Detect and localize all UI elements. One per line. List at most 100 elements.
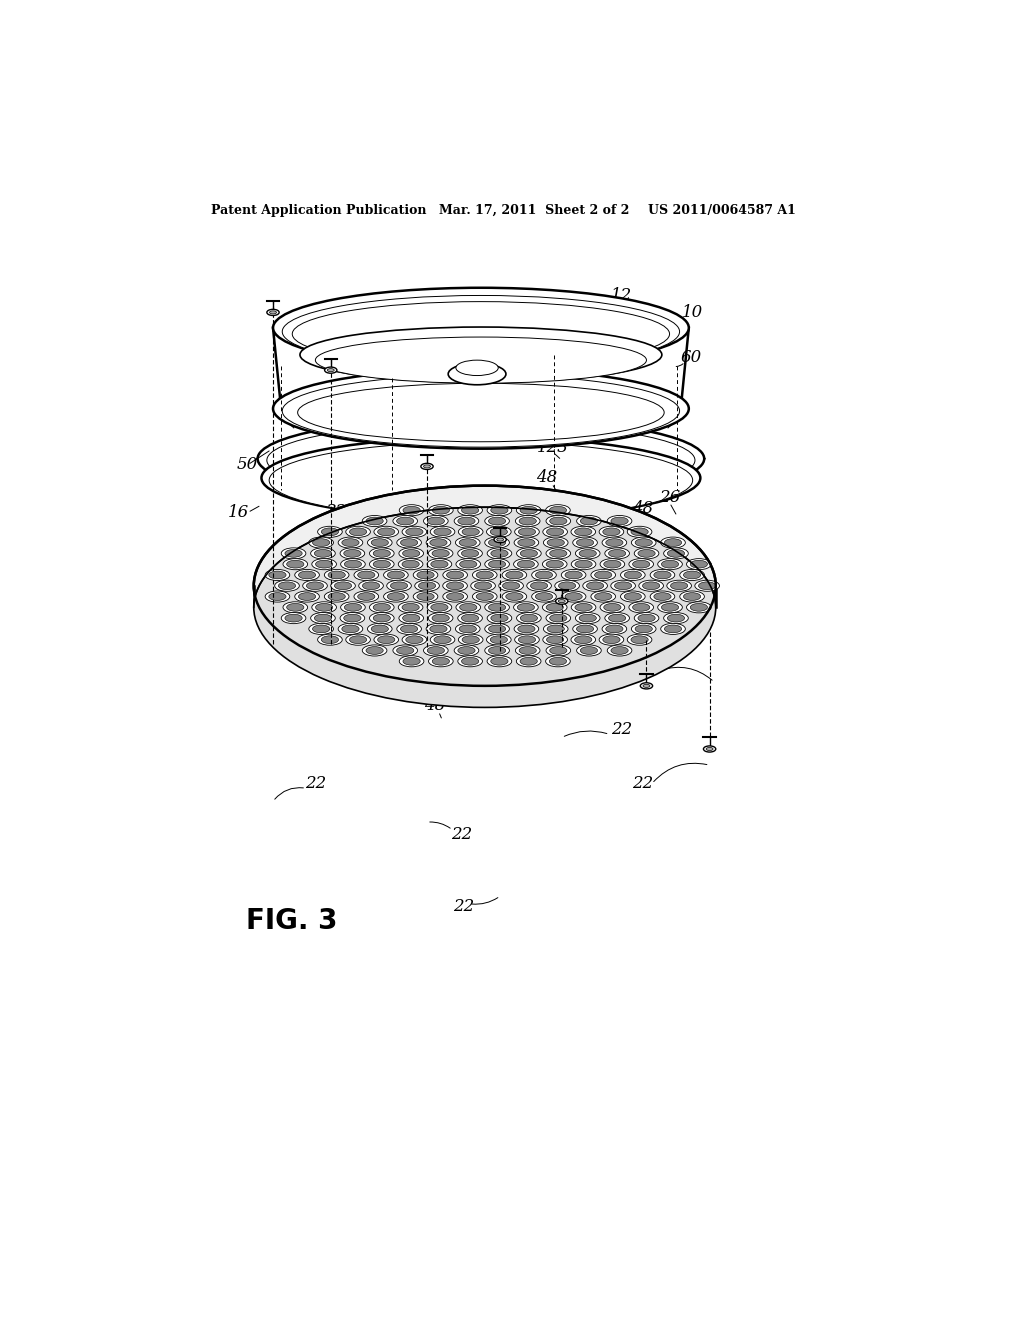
Ellipse shape — [314, 614, 332, 622]
Ellipse shape — [354, 591, 379, 602]
Text: 48: 48 — [536, 470, 557, 487]
Ellipse shape — [577, 516, 601, 527]
Ellipse shape — [503, 582, 520, 590]
Ellipse shape — [494, 536, 506, 543]
Ellipse shape — [398, 558, 423, 570]
Ellipse shape — [488, 626, 506, 632]
Ellipse shape — [325, 591, 349, 602]
Ellipse shape — [311, 602, 337, 612]
Ellipse shape — [456, 537, 480, 548]
Ellipse shape — [587, 582, 604, 590]
Ellipse shape — [400, 539, 418, 546]
Ellipse shape — [547, 528, 564, 536]
Ellipse shape — [373, 549, 390, 557]
Ellipse shape — [488, 539, 506, 546]
Ellipse shape — [614, 582, 632, 590]
Ellipse shape — [310, 548, 335, 558]
Ellipse shape — [384, 569, 409, 581]
Ellipse shape — [591, 569, 615, 581]
Text: 12: 12 — [611, 286, 633, 304]
Text: 48: 48 — [424, 697, 445, 714]
Ellipse shape — [575, 548, 600, 558]
Ellipse shape — [605, 548, 630, 558]
Ellipse shape — [370, 602, 394, 612]
Ellipse shape — [254, 486, 716, 686]
Ellipse shape — [600, 558, 625, 570]
Ellipse shape — [547, 626, 564, 632]
Ellipse shape — [427, 558, 452, 570]
Ellipse shape — [424, 645, 449, 656]
Ellipse shape — [434, 528, 452, 536]
Ellipse shape — [571, 602, 596, 612]
Ellipse shape — [428, 504, 454, 516]
Ellipse shape — [543, 602, 567, 612]
Text: FIG. 3: FIG. 3 — [246, 907, 338, 935]
Ellipse shape — [446, 572, 464, 579]
Ellipse shape — [344, 614, 361, 622]
Ellipse shape — [610, 581, 636, 591]
Ellipse shape — [660, 537, 685, 548]
Ellipse shape — [574, 636, 592, 644]
Ellipse shape — [328, 368, 334, 372]
Ellipse shape — [611, 517, 628, 525]
Ellipse shape — [490, 657, 508, 665]
Ellipse shape — [370, 558, 394, 570]
Ellipse shape — [608, 614, 626, 622]
Ellipse shape — [371, 626, 388, 632]
Ellipse shape — [536, 572, 553, 579]
Ellipse shape — [490, 614, 508, 622]
Ellipse shape — [446, 582, 464, 590]
Ellipse shape — [671, 582, 688, 590]
Ellipse shape — [393, 645, 418, 656]
Ellipse shape — [417, 572, 434, 579]
Ellipse shape — [486, 634, 511, 645]
Ellipse shape — [400, 626, 418, 632]
Ellipse shape — [432, 549, 450, 557]
Ellipse shape — [399, 612, 424, 623]
Ellipse shape — [695, 581, 720, 591]
Ellipse shape — [426, 537, 451, 548]
Text: 50: 50 — [237, 457, 258, 474]
Ellipse shape — [283, 375, 680, 447]
Ellipse shape — [484, 645, 509, 656]
Ellipse shape — [518, 528, 536, 536]
Ellipse shape — [520, 549, 538, 557]
Ellipse shape — [686, 558, 712, 570]
Ellipse shape — [459, 539, 476, 546]
Text: 26: 26 — [658, 488, 680, 506]
Ellipse shape — [634, 612, 658, 623]
Ellipse shape — [638, 549, 655, 557]
Ellipse shape — [430, 539, 447, 546]
Ellipse shape — [484, 516, 509, 527]
Ellipse shape — [415, 581, 439, 591]
Ellipse shape — [476, 593, 494, 601]
Text: 50: 50 — [420, 418, 441, 434]
Ellipse shape — [454, 645, 479, 656]
Ellipse shape — [599, 634, 624, 645]
Ellipse shape — [285, 614, 302, 622]
Ellipse shape — [550, 517, 567, 525]
Ellipse shape — [665, 626, 682, 632]
Ellipse shape — [427, 602, 452, 612]
Ellipse shape — [460, 560, 477, 568]
Ellipse shape — [265, 569, 290, 581]
Ellipse shape — [387, 581, 412, 591]
Ellipse shape — [344, 560, 361, 568]
Ellipse shape — [390, 582, 408, 590]
Ellipse shape — [476, 572, 494, 579]
Ellipse shape — [580, 549, 596, 557]
Ellipse shape — [657, 602, 682, 612]
Ellipse shape — [432, 507, 450, 513]
Ellipse shape — [635, 539, 652, 546]
Ellipse shape — [344, 549, 361, 557]
Ellipse shape — [402, 614, 420, 622]
Ellipse shape — [431, 560, 449, 568]
Ellipse shape — [518, 636, 536, 644]
Ellipse shape — [317, 527, 342, 537]
Ellipse shape — [571, 634, 596, 645]
Ellipse shape — [366, 647, 383, 655]
Ellipse shape — [430, 626, 447, 632]
Ellipse shape — [574, 528, 592, 536]
Ellipse shape — [558, 599, 565, 603]
Ellipse shape — [544, 623, 568, 635]
